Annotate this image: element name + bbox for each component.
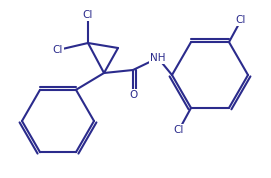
Text: O: O xyxy=(129,90,137,100)
Text: NH: NH xyxy=(150,53,166,63)
Text: Cl: Cl xyxy=(174,125,184,135)
Text: Cl: Cl xyxy=(53,45,63,55)
Text: Cl: Cl xyxy=(236,15,246,25)
Text: Cl: Cl xyxy=(83,10,93,20)
